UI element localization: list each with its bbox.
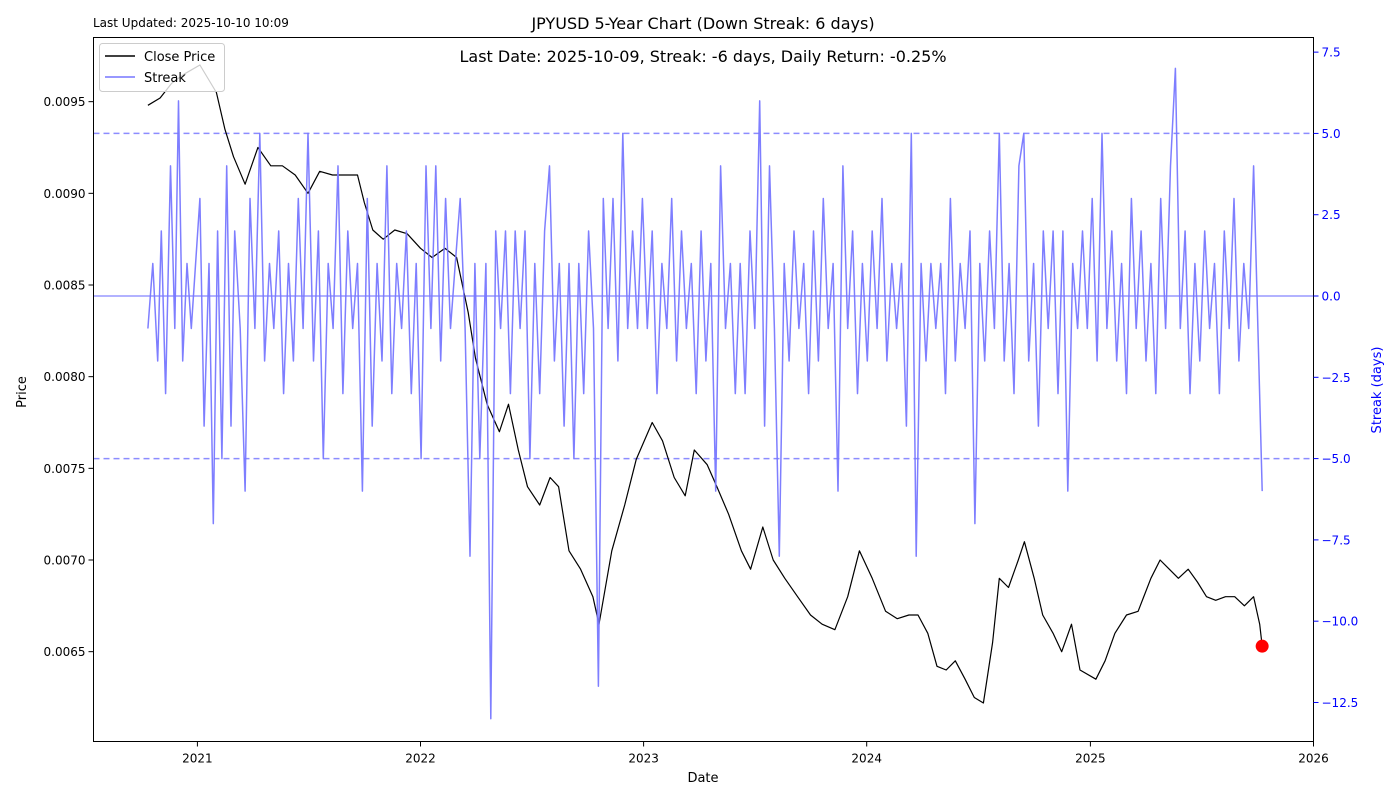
chart-title: JPYUSD 5-Year Chart (Down Streak: 6 days… [530,14,874,33]
x-tick-label-2024: 2024 [851,752,882,766]
y-axis-ticks: 0.0065 0.0070 0.0075 0.0080 0.0085 0.0090 0.00… [44,95,94,659]
y2-tick-label-−5.0: −5.0 [1322,452,1351,466]
y-tick-label-0.0090: 0.0090 [44,187,86,201]
y2-tick-label-−10.0: −10.0 [1322,615,1359,629]
y-tick-label-0.0080: 0.0080 [44,370,86,384]
y2-tick-label-−12.5: −12.5 [1322,696,1359,710]
x-tick-label-2025: 2025 [1075,752,1106,766]
streak-series-layer [147,67,1263,720]
y-tick-label-0.0075: 0.0075 [44,462,86,476]
last-point-layer [1255,639,1269,653]
legend-close-price-label: Close Price [144,50,215,65]
y2-tick-label-5.0: 5.0 [1322,127,1341,141]
x-tick-label-2022: 2022 [405,752,436,766]
x-tick-label-2021: 2021 [182,752,213,766]
y2-tick-label-2.5: 2.5 [1322,208,1341,222]
x-axis-label: Date [687,771,718,786]
plot-frame [93,37,1314,742]
plot-background [93,37,1314,742]
streak-line [147,67,1263,720]
close-price-line [147,64,1263,704]
y-axis-label: Price [15,376,30,408]
plot-area [93,37,1314,742]
y-tick-label-0.0070: 0.0070 [44,554,86,568]
chart-subtitle: Last Date: 2025-10-09, Streak: -6 days, … [459,47,946,66]
y2-axis-ticks: −12.5 −10.0 −7.5 −5.0 −2.5 0.0 2.5 5.0 7.5 [1313,46,1359,710]
y2-tick-label-−7.5: −7.5 [1322,533,1351,547]
legend-streak-label: Streak [144,71,186,86]
legend: Close Price Streak [99,43,225,92]
y2-tick-label-7.5: 7.5 [1322,46,1341,60]
last-updated-label: Last Updated: 2025-10-10 10:09 [93,16,289,30]
y-tick-label-0.0085: 0.0085 [44,279,86,293]
x-tick-label-2026: 2026 [1298,752,1329,766]
price-series-layer [147,64,1263,704]
y2-tick-label-−2.5: −2.5 [1322,371,1351,385]
y-tick-label-0.0065: 0.0065 [44,645,86,659]
y2-axis-label: Streak (days) [1370,347,1385,434]
last-price-marker [1255,639,1269,653]
x-axis-ticks: 2021 2022 2023 2024 2025 2026 [182,741,1329,766]
x-tick-label-2023: 2023 [628,752,659,766]
y2-tick-label-0.0: 0.0 [1322,290,1341,304]
y-tick-label-0.0095: 0.0095 [44,95,86,109]
